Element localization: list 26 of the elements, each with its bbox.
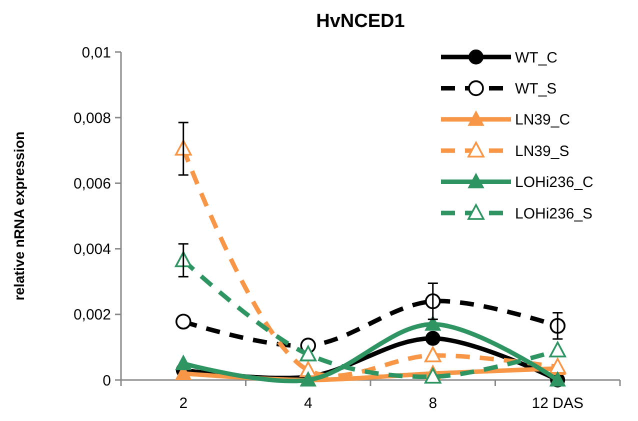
point [300,346,317,362]
legend-label: LN39_C [515,112,570,129]
legend-label: LOHi236_C [515,174,594,192]
x-tick-label: 8 [428,395,438,412]
x-tick-label: 4 [304,395,312,412]
legend-label: WT_C [515,49,558,66]
y-tick-label: 0,01 [82,44,111,62]
y-tick-label: 0,002 [73,306,111,324]
y-tick-label: 0,006 [73,175,111,192]
x-tick-label: 2 [179,395,188,412]
legend-label: LN39_S [515,142,570,160]
point [549,342,566,358]
point [425,330,440,346]
point [175,314,192,330]
y-axis-title: relative nRNA expression [11,131,27,301]
y-tick-label: 0,008 [73,110,111,127]
point [424,346,442,362]
legend-label: WT_S [515,80,557,98]
point [424,316,441,331]
point [424,368,442,384]
legend-label: LOHi236_S [515,205,593,222]
y-tick-label: 0,004 [73,241,111,258]
chart-title: HvNCED1 [316,11,406,32]
point [175,355,192,370]
y-tick-label: 0 [102,372,111,390]
x-tick-label: 12 DAS [532,395,584,412]
